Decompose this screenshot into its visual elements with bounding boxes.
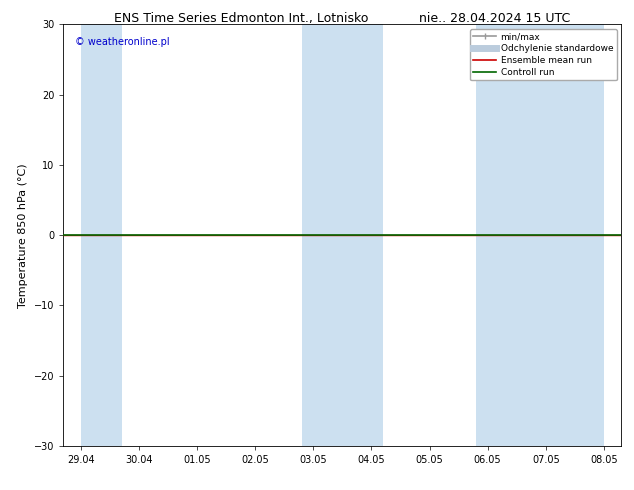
Y-axis label: Temperature 850 hPa (°C): Temperature 850 hPa (°C) — [18, 163, 29, 308]
Text: nie.. 28.04.2024 15 UTC: nie.. 28.04.2024 15 UTC — [419, 12, 570, 25]
Text: ENS Time Series Edmonton Int., Lotnisko: ENS Time Series Edmonton Int., Lotnisko — [113, 12, 368, 25]
Bar — [81, 24, 122, 446]
Bar — [302, 24, 383, 446]
Bar — [476, 24, 604, 446]
Legend: min/max, Odchylenie standardowe, Ensemble mean run, Controll run: min/max, Odchylenie standardowe, Ensembl… — [470, 29, 617, 80]
Text: © weatheronline.pl: © weatheronline.pl — [75, 37, 169, 47]
